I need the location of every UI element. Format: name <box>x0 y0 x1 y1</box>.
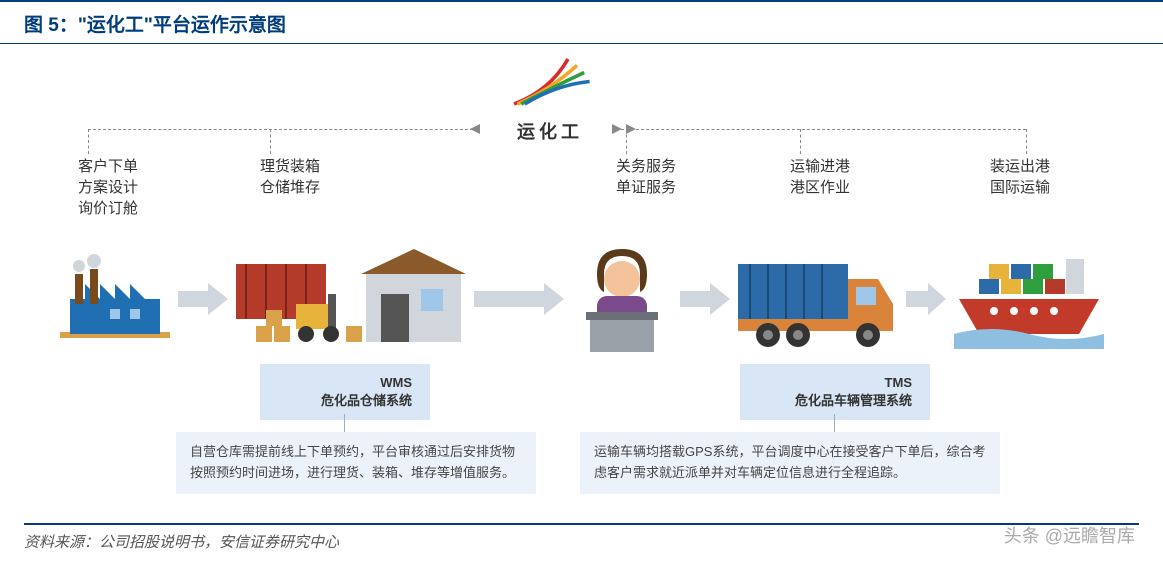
wms-box: WMS 危化品仓储系统 <box>260 364 430 420</box>
step-1-label: 客户下单 方案设计 询价订舱 <box>78 156 138 219</box>
figure-title: 图 5："运化工"平台运作示意图 <box>0 0 1163 44</box>
ship-icon <box>954 249 1104 349</box>
wms-cn: 危化品仓储系统 <box>278 392 412 410</box>
truck-icon <box>738 249 898 349</box>
watermark-text: 头条 @远瞻智库 <box>1004 526 1135 546</box>
wms-desc: 自营仓库需提前线上下单预约，平台审核通过后安排货物按照预约时间进场，进行理货、装… <box>176 432 536 494</box>
diagram-area: 运化工 客户下单 方案设计 询价订舱 理货装箱 仓储堆存 关务服务 单证服务 运… <box>0 44 1163 484</box>
dash-arrow-right-icon <box>608 121 636 137</box>
step-1-l2: 方案设计 <box>78 177 138 198</box>
arrow-2-icon <box>474 279 564 319</box>
step-4-l1: 运输进港 <box>790 156 850 177</box>
step-2-l1: 理货装箱 <box>260 156 320 177</box>
hub-label: 运化工 <box>490 118 610 144</box>
source-text: 资料来源：公司招股说明书，安信证券研究中心 <box>24 534 339 551</box>
dash-v3 <box>626 129 627 154</box>
watermark: 头条 @远瞻智库 <box>1004 522 1135 548</box>
dash-v5 <box>1026 129 1027 154</box>
wms-en: WMS <box>278 374 412 392</box>
figure-title-text: 图 5："运化工"平台运作示意图 <box>24 15 286 36</box>
arrow-1-icon <box>178 279 228 319</box>
dash-arrow-left-icon <box>470 121 490 137</box>
tms-desc: 运输车辆均搭载GPS系统，平台调度中心在接受客户下单后，综合考虑客户需求就近派单… <box>580 432 1000 494</box>
step-3-label: 关务服务 单证服务 <box>616 156 676 198</box>
step-2-l2: 仓储堆存 <box>260 177 320 198</box>
tms-desc-text: 运输车辆均搭载GPS系统，平台调度中心在接受客户下单后，综合考虑客户需求就近派单… <box>594 444 985 480</box>
hub-logo-icon <box>505 54 595 109</box>
dash-v4 <box>800 129 801 154</box>
step-1-l3: 询价订舱 <box>78 198 138 219</box>
step-5-label: 装运出港 国际运输 <box>990 156 1050 198</box>
step-4-l2: 港区作业 <box>790 177 850 198</box>
step-1-l1: 客户下单 <box>78 156 138 177</box>
warehouse-icon <box>236 244 466 354</box>
arrow-4-icon <box>906 279 946 319</box>
dash-v1 <box>88 129 89 154</box>
tms-cn: 危化品车辆管理系统 <box>758 392 912 410</box>
dash-right <box>616 129 1026 130</box>
dash-v2 <box>270 129 271 154</box>
arrow-3-icon <box>680 279 730 319</box>
flow-row <box>60 244 1123 354</box>
dash-left <box>88 129 478 130</box>
hub: 运化工 <box>490 54 610 144</box>
tms-connector <box>834 414 835 432</box>
step-5-l1: 装运出港 <box>990 156 1050 177</box>
step-4-label: 运输进港 港区作业 <box>790 156 850 198</box>
operator-icon <box>572 244 672 354</box>
wms-desc-text: 自营仓库需提前线上下单预约，平台审核通过后安排货物按照预约时间进场，进行理货、装… <box>190 444 515 480</box>
factory-icon <box>60 254 170 344</box>
wms-connector <box>344 414 345 432</box>
step-3-l1: 关务服务 <box>616 156 676 177</box>
step-5-l2: 国际运输 <box>990 177 1050 198</box>
tms-en: TMS <box>758 374 912 392</box>
step-2-label: 理货装箱 仓储堆存 <box>260 156 320 198</box>
step-3-l2: 单证服务 <box>616 177 676 198</box>
tms-box: TMS 危化品车辆管理系统 <box>740 364 930 420</box>
source-footer: 资料来源：公司招股说明书，安信证券研究中心 <box>24 523 1139 552</box>
